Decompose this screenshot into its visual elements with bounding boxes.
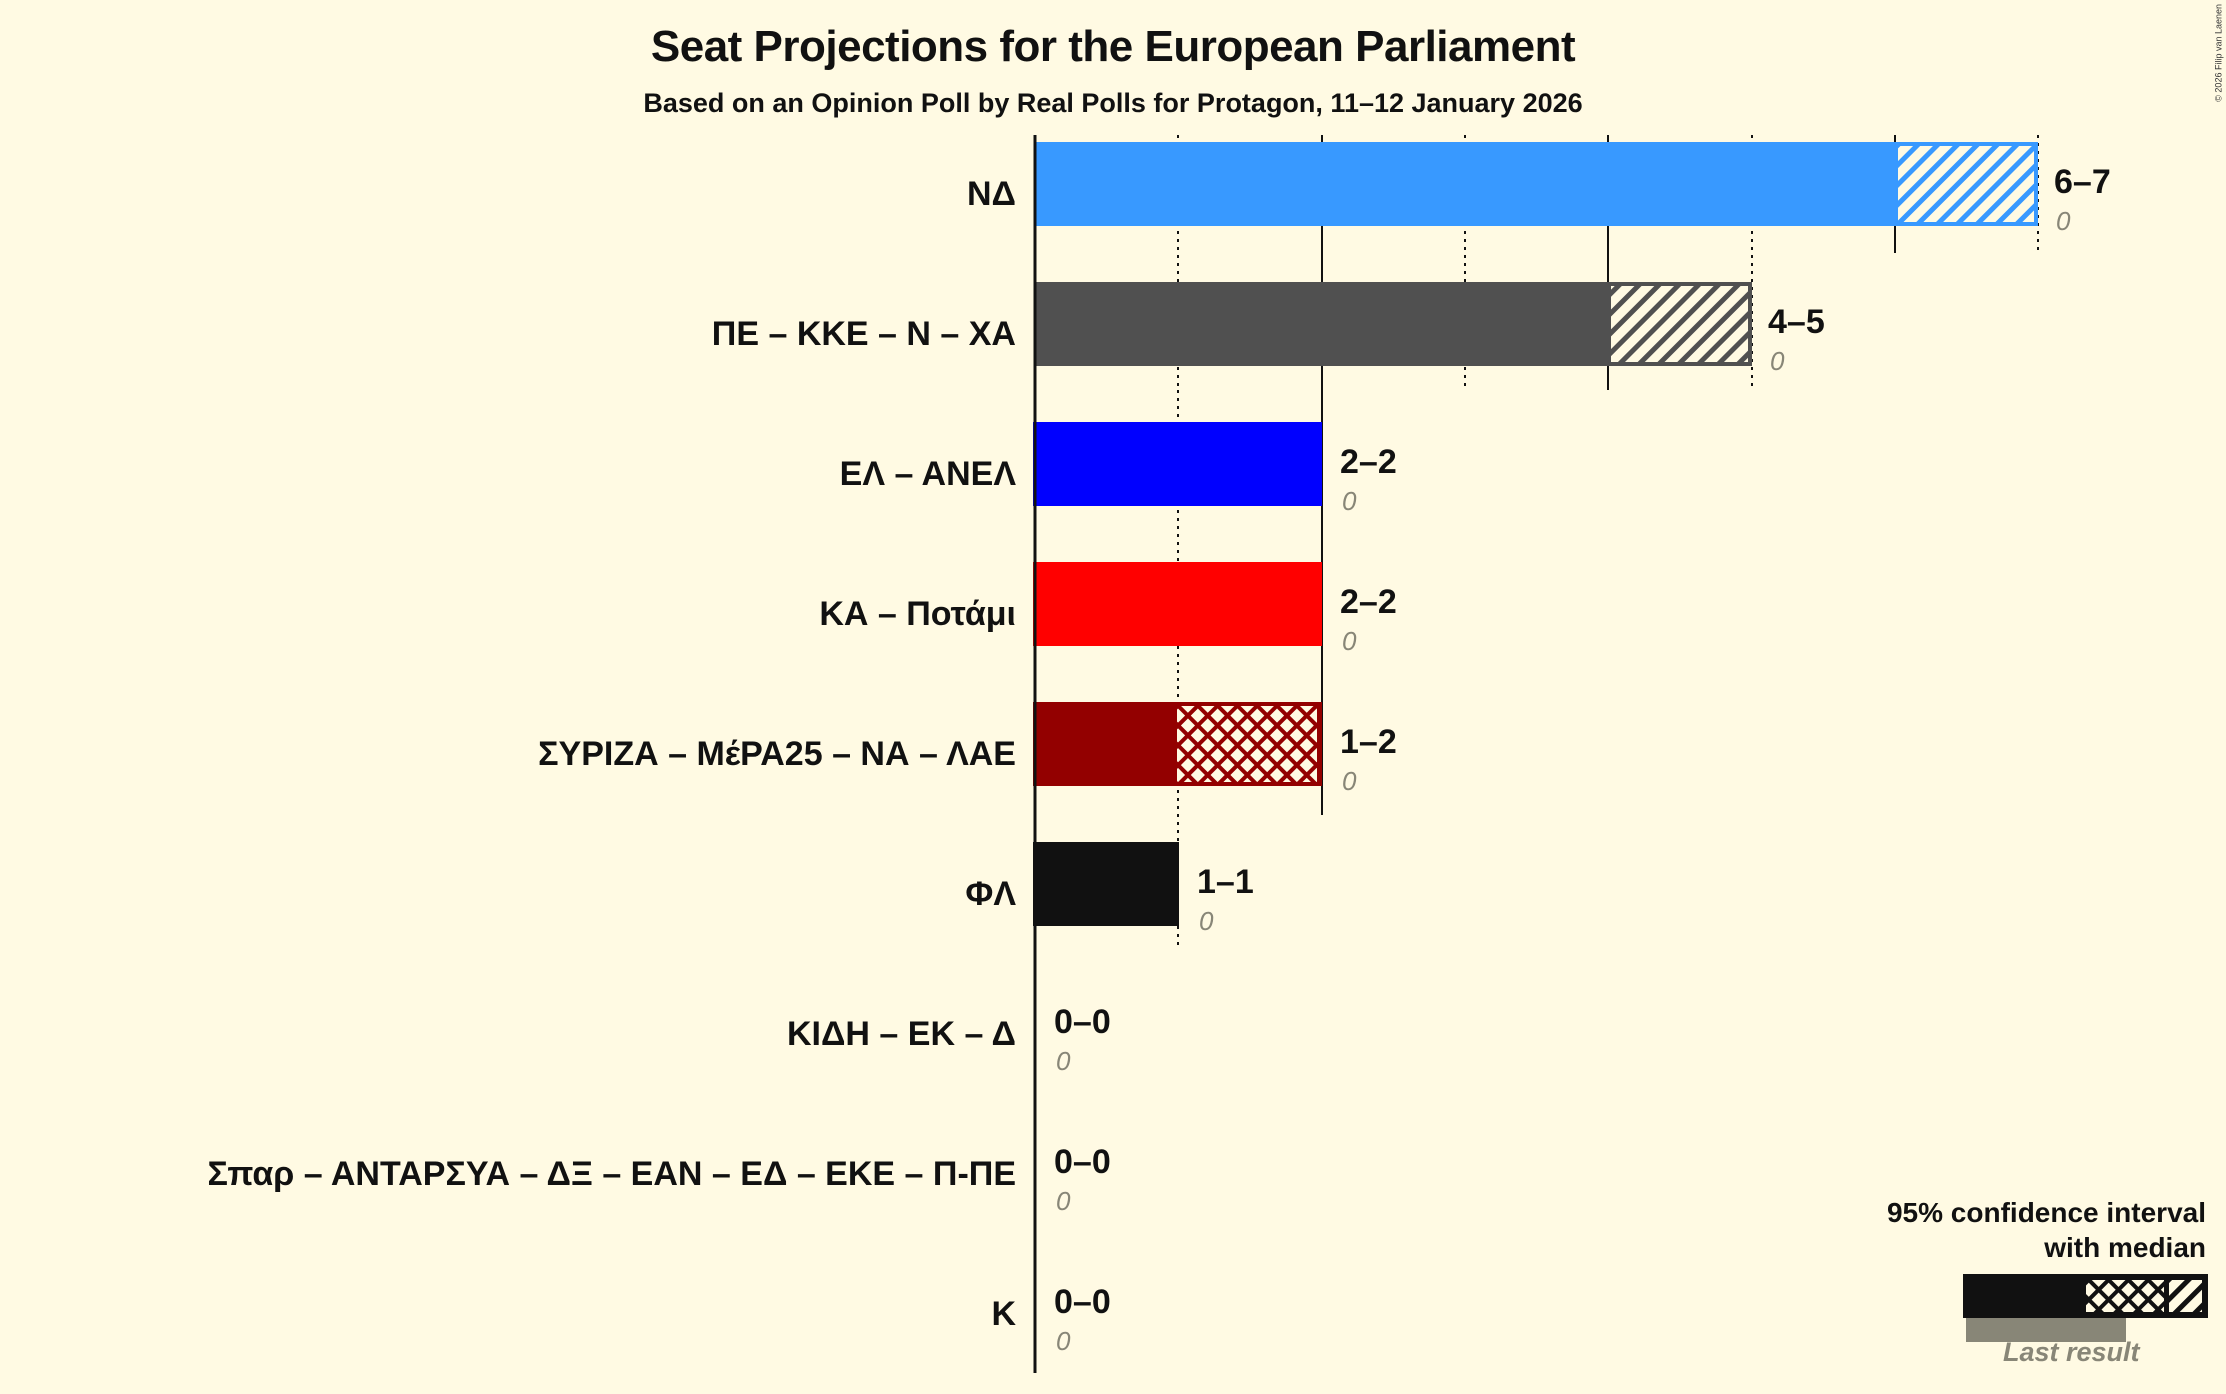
chart-title: Seat Projections for the European Parlia… — [650, 22, 1576, 71]
party-label-pe-kke: ΠΕ – ΚΚΕ – Ν – ΧΑ — [711, 315, 1016, 353]
party-label-spar: Σπαρ – ΑΝΤΑΡΣΥΑ – ΔΞ – ΕΑΝ – ΕΔ – ΕΚΕ – … — [207, 1155, 1017, 1193]
party-label-el: ΕΛ – ΑΝΕΛ — [839, 455, 1016, 493]
range-label-k: 0–0 — [1054, 1283, 1111, 1321]
last-result-ka: 0 — [1342, 626, 1357, 656]
range-label-nd: 6–7 — [2054, 163, 2111, 201]
last-result-el: 0 — [1342, 486, 1357, 516]
chart-subtitle: Based on an Opinion Poll by Real Polls f… — [643, 88, 1583, 118]
last-result-fl: 0 — [1199, 906, 1214, 936]
bar-pe-kke — [1035, 282, 1608, 366]
party-label-nd: ΝΔ — [967, 175, 1016, 213]
bar-fl — [1033, 842, 1179, 926]
range-label-spar: 0–0 — [1054, 1143, 1111, 1181]
last-result-kidi: 0 — [1056, 1046, 1071, 1076]
range-label-el: 2–2 — [1340, 443, 1397, 481]
bar-ka — [1033, 562, 1322, 646]
bar-nd — [1035, 142, 1895, 226]
last-result-syriza: 0 — [1342, 766, 1357, 796]
last-result-spar: 0 — [1056, 1186, 1071, 1216]
party-label-syriza: ΣΥΡΙΖΑ – ΜέΡΑ25 – ΝΑ – ΛΑΕ — [538, 735, 1016, 773]
last-result-k: 0 — [1056, 1326, 1071, 1356]
range-label-pe-kke: 4–5 — [1768, 303, 1825, 341]
party-label-k: Κ — [991, 1295, 1016, 1333]
range-label-kidi: 0–0 — [1054, 1003, 1111, 1041]
range-label-fl: 1–1 — [1197, 863, 1254, 901]
range-label-syriza: 1–2 — [1340, 723, 1397, 761]
range-label-ka: 2–2 — [1340, 583, 1397, 621]
legend-last-result-label: Last result — [2003, 1337, 2140, 1367]
legend-swatch — [1963, 1274, 2208, 1342]
legend-title: 95% confidence interval with median — [1886, 1197, 2206, 1263]
party-label-ka: ΚΑ – Ποτάμι — [819, 595, 1016, 633]
bar-el — [1033, 422, 1322, 506]
gridlines — [1177, 135, 2039, 950]
party-label-fl: ΦΛ — [965, 875, 1016, 913]
last-result-nd: 0 — [2056, 206, 2071, 236]
last-result-pe-kke: 0 — [1770, 346, 1785, 376]
bars — [1033, 142, 2038, 926]
party-label-kidi: ΚΙΔΗ – ΕΚ – Δ — [786, 1015, 1016, 1053]
